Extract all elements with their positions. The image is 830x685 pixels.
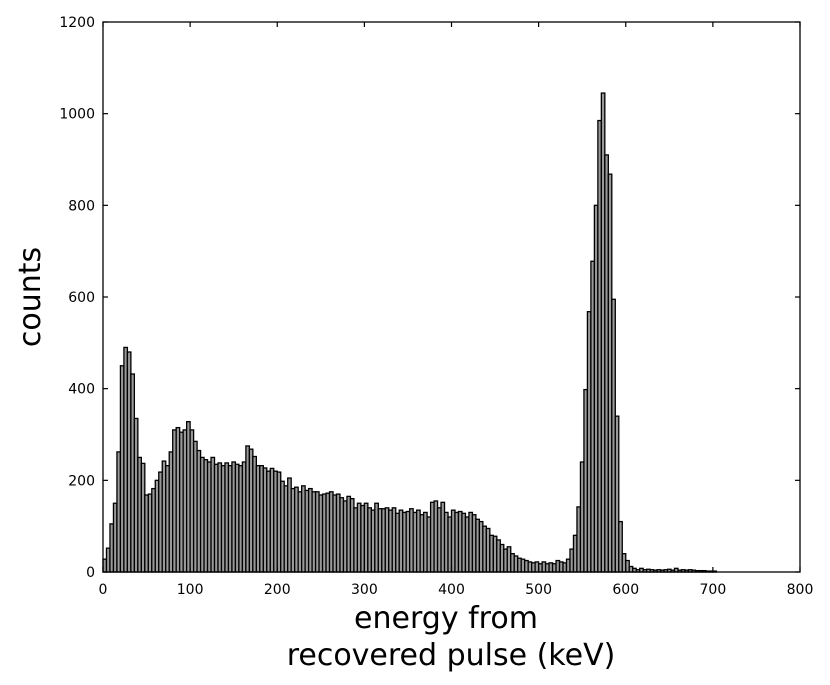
x-tick-label: 500	[525, 582, 552, 598]
x-tick-label: 0	[99, 582, 108, 598]
y-axis-label: counts	[13, 247, 48, 347]
x-tick-label: 200	[264, 582, 291, 598]
x-tick-label: 100	[177, 582, 204, 598]
ticks-group	[102, 21, 801, 573]
y-tick-label: 0	[86, 565, 95, 581]
x-tick-label: 400	[438, 582, 465, 598]
y-tick-label: 400	[68, 382, 95, 398]
x-axis-label-line-1: energy from	[354, 601, 538, 636]
x-tick-label: 300	[351, 582, 378, 598]
y-tick-label: 600	[68, 290, 95, 306]
y-tick-label: 200	[68, 473, 95, 489]
y-tick-label: 800	[68, 198, 95, 214]
x-tick-label: 700	[700, 582, 727, 598]
tick-labels-group: 0 100 200 300 400 500 600 700 800 0 200 400 600 800 10…	[59, 15, 813, 598]
x-axis-label-line-2: recovered pulse (keV)	[287, 638, 616, 673]
bars-group	[102, 92, 718, 573]
y-tick-label: 1200	[59, 15, 95, 31]
x-tick-label: 800	[787, 582, 814, 598]
x-tick-label: 600	[612, 582, 639, 598]
y-tick-label: 1000	[59, 107, 95, 123]
